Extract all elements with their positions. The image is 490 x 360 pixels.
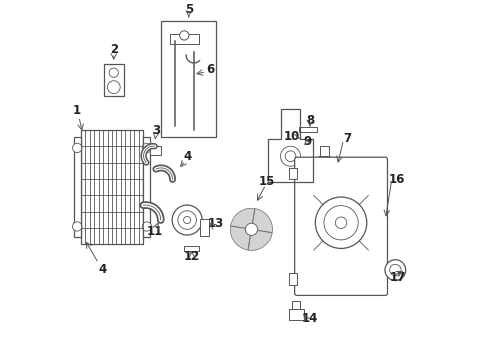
- Polygon shape: [231, 208, 255, 229]
- Text: 13: 13: [208, 217, 224, 230]
- Text: 4: 4: [184, 150, 192, 163]
- FancyBboxPatch shape: [294, 157, 388, 296]
- Bar: [104, 64, 123, 96]
- Circle shape: [281, 146, 300, 166]
- Circle shape: [385, 260, 406, 280]
- Circle shape: [184, 216, 191, 224]
- Circle shape: [73, 222, 82, 231]
- Circle shape: [109, 68, 119, 77]
- Bar: [150, 146, 161, 155]
- Polygon shape: [230, 226, 251, 250]
- Circle shape: [312, 156, 337, 181]
- Text: 15: 15: [259, 175, 275, 188]
- Circle shape: [142, 143, 151, 153]
- Circle shape: [172, 205, 202, 235]
- Text: 16: 16: [388, 173, 405, 186]
- Bar: [299, 127, 318, 132]
- Bar: [289, 309, 304, 320]
- Bar: [161, 21, 217, 137]
- Circle shape: [390, 264, 401, 276]
- Bar: [81, 130, 143, 244]
- Circle shape: [316, 197, 367, 248]
- Text: 12: 12: [184, 249, 200, 263]
- Text: 2: 2: [110, 42, 118, 55]
- Text: 17: 17: [390, 271, 406, 284]
- Circle shape: [180, 31, 189, 40]
- Bar: [292, 301, 300, 309]
- Circle shape: [73, 143, 82, 153]
- Polygon shape: [248, 229, 272, 251]
- Text: 9: 9: [304, 135, 312, 148]
- Bar: [74, 137, 81, 237]
- Text: 14: 14: [302, 312, 318, 325]
- Text: 10: 10: [284, 130, 300, 143]
- Circle shape: [107, 81, 120, 94]
- Circle shape: [335, 217, 347, 229]
- Polygon shape: [251, 208, 272, 233]
- Text: 8: 8: [306, 113, 314, 127]
- Circle shape: [142, 222, 151, 231]
- Circle shape: [245, 223, 258, 235]
- Text: 6: 6: [206, 63, 214, 76]
- Text: 5: 5: [185, 3, 193, 16]
- Circle shape: [317, 162, 331, 176]
- Circle shape: [178, 211, 196, 229]
- Bar: [319, 146, 329, 156]
- Bar: [199, 219, 209, 237]
- Text: 3: 3: [152, 123, 160, 136]
- Bar: [171, 34, 199, 44]
- Circle shape: [324, 206, 358, 240]
- Text: 7: 7: [343, 132, 351, 145]
- Polygon shape: [268, 109, 313, 182]
- Bar: [289, 273, 297, 285]
- Bar: [289, 168, 297, 179]
- Text: 11: 11: [147, 225, 163, 238]
- Text: 1: 1: [73, 104, 81, 117]
- Text: 4: 4: [98, 263, 106, 276]
- Bar: [184, 247, 198, 251]
- Circle shape: [285, 151, 296, 162]
- Bar: [143, 137, 150, 237]
